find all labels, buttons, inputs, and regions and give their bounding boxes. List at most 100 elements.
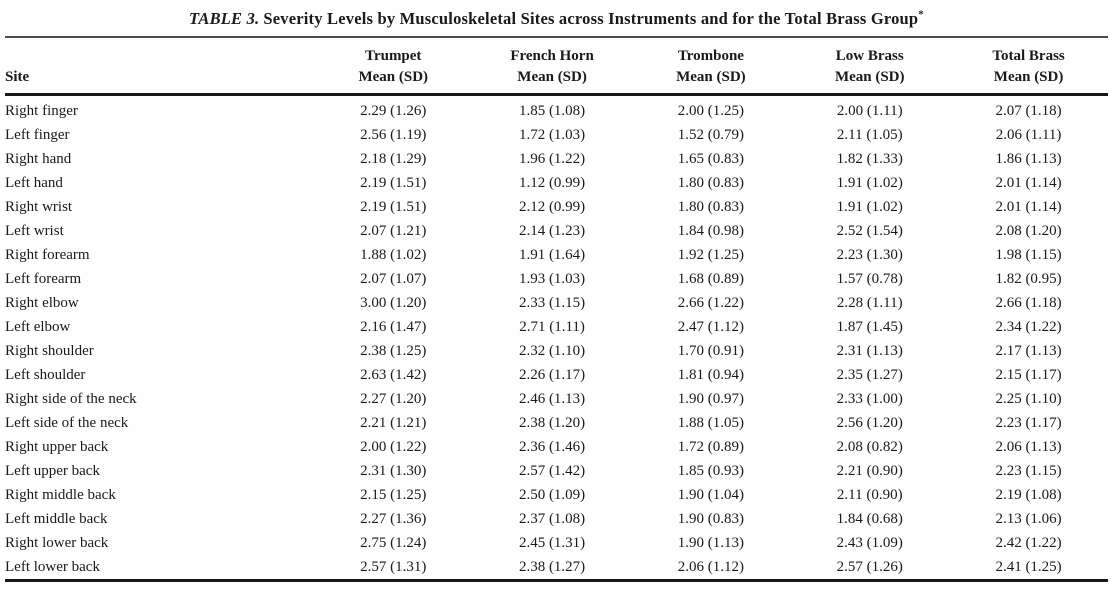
mean-sd-cell: 2.06 (1.13)	[995, 439, 1062, 455]
site-cell: Right side of the neck	[5, 391, 137, 407]
severity-table: Site Trumpet Mean (SD) French Horn Mean …	[5, 36, 1108, 582]
table-row: Left shoulder 2.63 (1.42) 2.26 (1.17) 1.81 …	[5, 363, 1108, 387]
mean-sd-cell: 2.57 (1.31)	[360, 559, 427, 575]
mean-sd-cell: 2.21 (1.21)	[360, 415, 427, 431]
mean-sd-cell: 2.63 (1.42)	[360, 367, 427, 383]
table-row: Right shoulder 2.38 (1.25) 2.32 (1.10) 1.70…	[5, 339, 1108, 363]
mean-sd-cell: 2.46 (1.13)	[518, 391, 586, 407]
mean-sd-cell: 1.90 (0.83)	[677, 511, 745, 527]
site-cell: Left hand	[5, 175, 63, 191]
table-row: Left finger 2.56 (1.19) 1.72 (1.03) 1.52 (0…	[5, 123, 1108, 147]
mean-sd-cell: 2.33 (1.00)	[836, 391, 903, 407]
site-cell: Right elbow	[5, 295, 79, 311]
mean-sd-cell: 1.68 (0.89)	[677, 271, 745, 287]
col-subtitle: Mean (SD)	[676, 69, 746, 85]
mean-sd-cell: 2.14 (1.23)	[518, 223, 586, 239]
site-cell: Left elbow	[5, 319, 71, 335]
mean-sd-cell: 2.27 (1.36)	[360, 511, 427, 527]
mean-sd-cell: 2.15 (1.17)	[995, 367, 1062, 383]
table-row: Right elbow 3.00 (1.20) 2.33 (1.15) 2.66 (1…	[5, 291, 1108, 315]
site-cell: Left lower back	[5, 559, 100, 575]
mean-sd-cell: 2.56 (1.19)	[360, 127, 427, 143]
mean-sd-cell: 2.07 (1.07)	[360, 271, 427, 287]
mean-sd-cell: 2.56 (1.20)	[836, 415, 903, 431]
mean-sd-cell: 1.85 (1.08)	[518, 103, 586, 119]
table-row: Right upper back 2.00 (1.22) 2.36 (1.46) 1.…	[5, 435, 1108, 459]
site-cell: Right lower back	[5, 535, 109, 551]
mean-sd-cell: 1.91 (1.02)	[836, 199, 903, 215]
mean-sd-cell: 2.37 (1.08)	[518, 511, 586, 527]
col-header-trumpet: Trumpet Mean (SD)	[313, 37, 473, 96]
mean-sd-cell: 2.07 (1.21)	[360, 223, 427, 239]
table-row: Left side of the neck 2.21 (1.21) 2.38 (1.…	[5, 411, 1108, 435]
mean-sd-cell: 2.38 (1.27)	[518, 559, 586, 575]
col-header-low-brass: Low Brass Mean (SD)	[790, 37, 950, 96]
table-row: Left hand 2.19 (1.51) 1.12 (0.99) 1.80 (0.8…	[5, 171, 1108, 195]
col-subtitle: Mean (SD)	[517, 69, 587, 85]
mean-sd-cell: 2.75 (1.24)	[360, 535, 427, 551]
mean-sd-cell: 1.90 (0.97)	[677, 391, 745, 407]
table-row: Right wrist 2.19 (1.51) 2.12 (0.99) 1.80 (0…	[5, 195, 1108, 219]
col-subtitle: Mean (SD)	[358, 69, 429, 85]
table-row: Left elbow 2.16 (1.47) 2.71 (1.11) 2.47 (1.…	[5, 315, 1108, 339]
mean-sd-cell: 1.84 (0.98)	[677, 223, 745, 239]
mean-sd-cell: 1.70 (0.91)	[677, 343, 745, 359]
site-cell: Left middle back	[5, 511, 108, 527]
col-subtitle: Mean (SD)	[834, 69, 905, 85]
col-name: Low Brass	[835, 48, 904, 64]
table-header: Site Trumpet Mean (SD) French Horn Mean …	[5, 37, 1108, 96]
mean-sd-cell: 1.93 (1.03)	[518, 271, 586, 287]
mean-sd-cell: 2.38 (1.25)	[360, 343, 427, 359]
col-header-site: Site	[5, 37, 314, 96]
mean-sd-cell: 2.15 (1.25)	[360, 487, 427, 503]
mean-sd-cell: 2.18 (1.29)	[360, 151, 427, 167]
mean-sd-cell: 1.84 (0.68)	[836, 511, 903, 527]
header-row: Site Trumpet Mean (SD) French Horn Mean …	[5, 37, 1108, 96]
col-name: Total Brass	[992, 48, 1065, 64]
mean-sd-cell: 2.00 (1.22)	[360, 439, 427, 455]
mean-sd-cell: 2.66 (1.18)	[995, 295, 1062, 311]
mean-sd-cell: 1.72 (0.89)	[677, 439, 745, 455]
mean-sd-cell: 1.87 (1.45)	[836, 319, 903, 335]
mean-sd-cell: 2.08 (0.82)	[836, 439, 903, 455]
col-header-total-brass: Total Brass Mean (SD)	[949, 37, 1108, 96]
mean-sd-cell: 2.36 (1.46)	[518, 439, 586, 455]
mean-sd-cell: 2.17 (1.13)	[995, 343, 1062, 359]
site-cell: Left wrist	[5, 223, 64, 239]
mean-sd-cell: 2.23 (1.17)	[995, 415, 1062, 431]
mean-sd-cell: 2.19 (1.51)	[360, 199, 427, 215]
site-cell: Left finger	[5, 127, 70, 143]
mean-sd-cell: 1.82 (1.33)	[836, 151, 903, 167]
mean-sd-cell: 2.41 (1.25)	[995, 559, 1062, 575]
table-row: Left middle back 2.27 (1.36) 2.37 (1.08) 1.…	[5, 507, 1108, 531]
mean-sd-cell: 2.35 (1.27)	[836, 367, 903, 383]
mean-sd-cell: 2.00 (1.25)	[677, 103, 745, 119]
table-row: Right hand 2.18 (1.29) 1.96 (1.22) 1.65 (0.…	[5, 147, 1108, 171]
col-header-french-horn: French Horn Mean (SD)	[472, 37, 632, 96]
mean-sd-cell: 1.65 (0.83)	[677, 151, 745, 167]
mean-sd-cell: 1.86 (1.13)	[995, 151, 1062, 167]
mean-sd-cell: 1.82 (0.95)	[995, 271, 1062, 287]
mean-sd-cell: 2.19 (1.08)	[995, 487, 1062, 503]
mean-sd-cell: 2.50 (1.09)	[518, 487, 586, 503]
mean-sd-cell: 2.16 (1.47)	[360, 319, 427, 335]
site-cell: Left shoulder	[5, 367, 86, 383]
mean-sd-cell: 2.23 (1.30)	[836, 247, 903, 263]
mean-sd-cell: 1.72 (1.03)	[518, 127, 586, 143]
mean-sd-cell: 2.13 (1.06)	[995, 511, 1062, 527]
col-subtitle: Mean (SD)	[993, 69, 1064, 85]
site-cell: Right forearm	[5, 247, 90, 263]
mean-sd-cell: 1.57 (0.78)	[836, 271, 903, 287]
mean-sd-cell: 2.06 (1.12)	[677, 559, 745, 575]
site-cell: Right shoulder	[5, 343, 94, 359]
mean-sd-cell: 2.43 (1.09)	[836, 535, 903, 551]
mean-sd-cell: 2.45 (1.31)	[518, 535, 586, 551]
mean-sd-cell: 1.91 (1.64)	[518, 247, 586, 263]
mean-sd-cell: 2.01 (1.14)	[995, 175, 1062, 191]
mean-sd-cell: 2.07 (1.18)	[995, 103, 1062, 119]
site-cell: Left side of the neck	[5, 415, 129, 431]
mean-sd-cell: 1.85 (0.93)	[677, 463, 745, 479]
mean-sd-cell: 2.32 (1.10)	[518, 343, 586, 359]
mean-sd-cell: 2.25 (1.10)	[995, 391, 1062, 407]
